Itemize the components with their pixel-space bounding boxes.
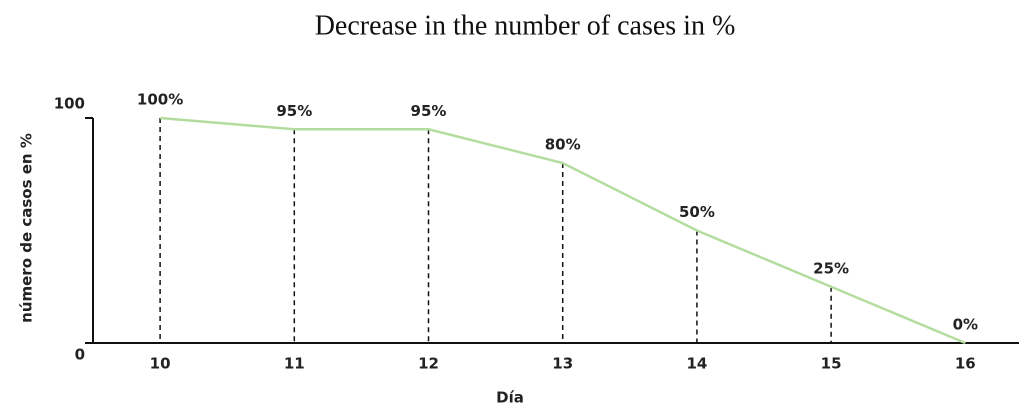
data-label: 50% — [679, 203, 715, 221]
x-tick-label: 11 — [284, 355, 305, 373]
y-tick-label: 100 — [54, 95, 85, 113]
x-tick-label: 16 — [955, 355, 976, 373]
x-axis-label: Día — [496, 389, 524, 407]
data-label: 95% — [411, 102, 447, 120]
x-tick-label: 12 — [418, 355, 439, 373]
x-tick-label: 15 — [821, 355, 842, 373]
y-axis-label: número de casos en % — [18, 133, 36, 323]
x-tick-label: 10 — [150, 355, 171, 373]
data-label: 25% — [813, 259, 849, 277]
data-label: 80% — [545, 136, 581, 154]
line — [159, 116, 966, 345]
y-tick-label: 0 — [75, 346, 85, 364]
chart-title: Decrease in the number of cases in % — [315, 10, 736, 41]
x-tick-label: 13 — [552, 355, 573, 373]
data-label: 100% — [137, 91, 183, 109]
x-tick-label: 14 — [686, 355, 707, 373]
data-label: 95% — [276, 102, 312, 120]
data-label: 0% — [953, 316, 978, 334]
